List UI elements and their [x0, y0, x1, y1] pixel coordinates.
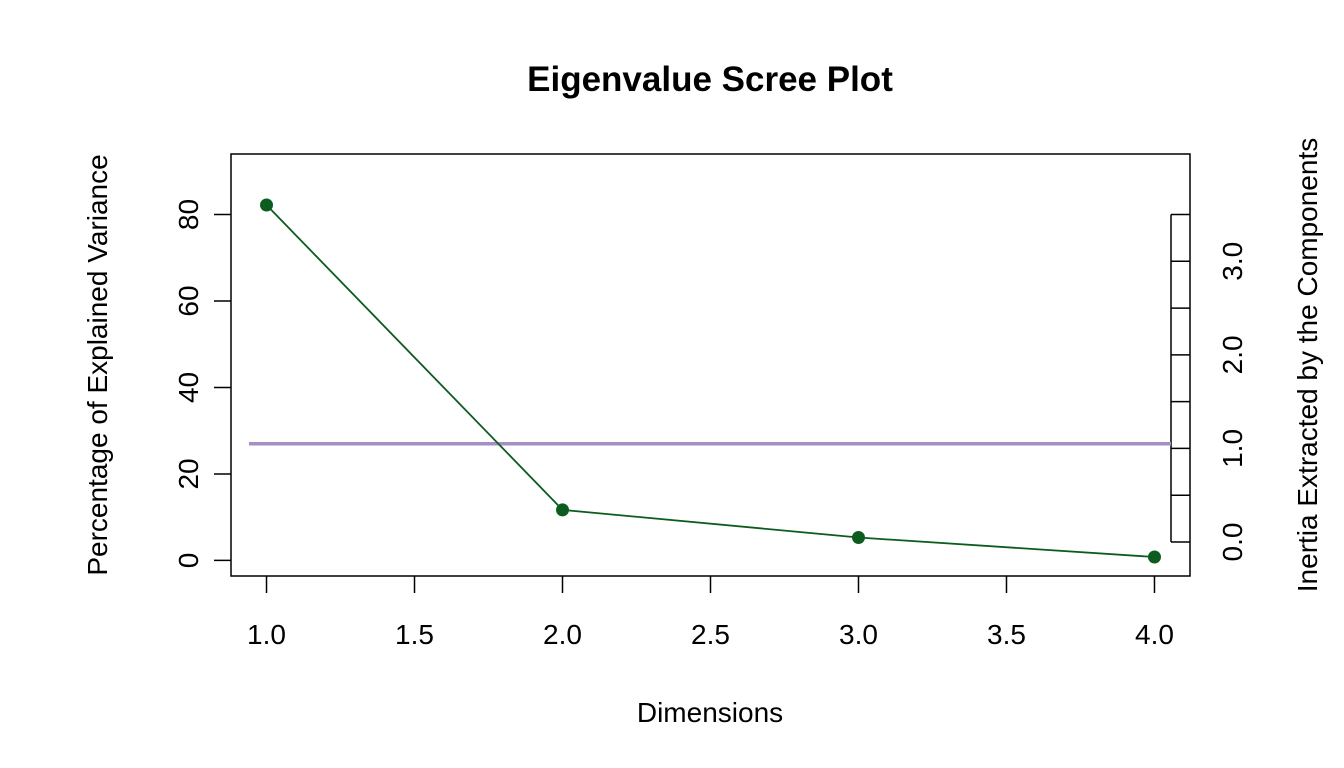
y-tick-label: 0 [173, 553, 204, 569]
series-line [265, 204, 1155, 558]
x-tick-label: 2.0 [543, 619, 582, 650]
x-tick-label: 1.5 [395, 619, 434, 650]
y-axis-right: 0.0 1.0 2.0 3.0 [1170, 213, 1248, 562]
data-point [260, 198, 274, 212]
right-tick-label: 1.0 [1217, 429, 1248, 468]
x-tick-label: 2.5 [691, 619, 730, 650]
data-point [1147, 550, 1161, 564]
chart-title: Eigenvalue Scree Plot [527, 60, 893, 99]
y-axis-label-left: Percentage of Explained Variance [82, 154, 113, 575]
y-tick-label: 60 [173, 285, 204, 316]
data-point [556, 503, 570, 517]
x-tick-label: 3.5 [987, 619, 1026, 650]
plot-frame [230, 153, 1191, 577]
right-tick-label: 2.0 [1217, 335, 1248, 374]
x-tick-label: 3.0 [839, 619, 878, 650]
data-points [260, 198, 1161, 564]
x-axis-label: Dimensions [637, 697, 783, 728]
right-tick-label: 0.0 [1217, 523, 1248, 562]
y-axis-label-right: Inertia Extracted by the Components [1292, 138, 1323, 592]
x-tick-label: 4.0 [1135, 619, 1174, 650]
data-point [851, 531, 865, 545]
y-tick-label: 40 [173, 372, 204, 403]
x-axis: 1.0 1.5 2.0 2.5 3.0 3.5 4.0 [247, 576, 1174, 650]
right-tick-label: 3.0 [1217, 242, 1248, 281]
x-tick-label: 1.0 [247, 619, 286, 650]
y-tick-label: 20 [173, 458, 204, 489]
y-tick-label: 80 [173, 199, 204, 230]
y-axis-left: 0 20 40 60 80 [173, 199, 231, 568]
